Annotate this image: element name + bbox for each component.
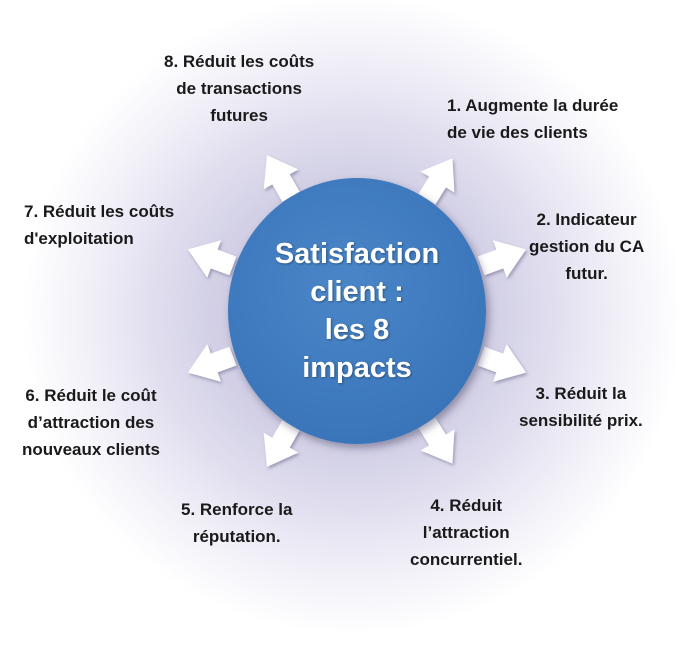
- arrow-outward-icon-8: [263, 155, 300, 202]
- impact-label-8: 8. Réduit les coûts de transactions futu…: [164, 52, 315, 125]
- impact-label-5: 5. Renforce la réputation.: [181, 500, 293, 546]
- impact-label-1: 1. Augmente la durée de vie des clients: [447, 96, 619, 142]
- impact-label-7: 7. Réduit les coûts d'exploitation: [24, 202, 175, 248]
- arrow-outward-icon-4: [418, 417, 455, 464]
- impact-label-2: 2. Indicateur gestion du CA futur.: [529, 210, 645, 283]
- center-circle: Satisfaction client : les 8 impacts: [228, 178, 486, 444]
- center-title: Satisfaction client : les 8 impacts: [274, 238, 440, 384]
- arrow-outward-icon-7: [187, 240, 237, 278]
- arrow-outward-icon-2: [477, 240, 527, 278]
- impact-label-4: 4. Réduit l’attraction concurrentiel.: [410, 496, 523, 569]
- arrow-outward-icon-5: [263, 420, 300, 467]
- impact-label-3: 3. Réduit la sensibilité prix.: [519, 384, 643, 430]
- impact-label-6: 6. Réduit le coût d’attraction des nouve…: [22, 386, 160, 459]
- arrow-outward-icon-6: [187, 344, 237, 382]
- arrow-outward-icon-3: [477, 344, 527, 382]
- arrow-outward-icon-1: [418, 158, 455, 205]
